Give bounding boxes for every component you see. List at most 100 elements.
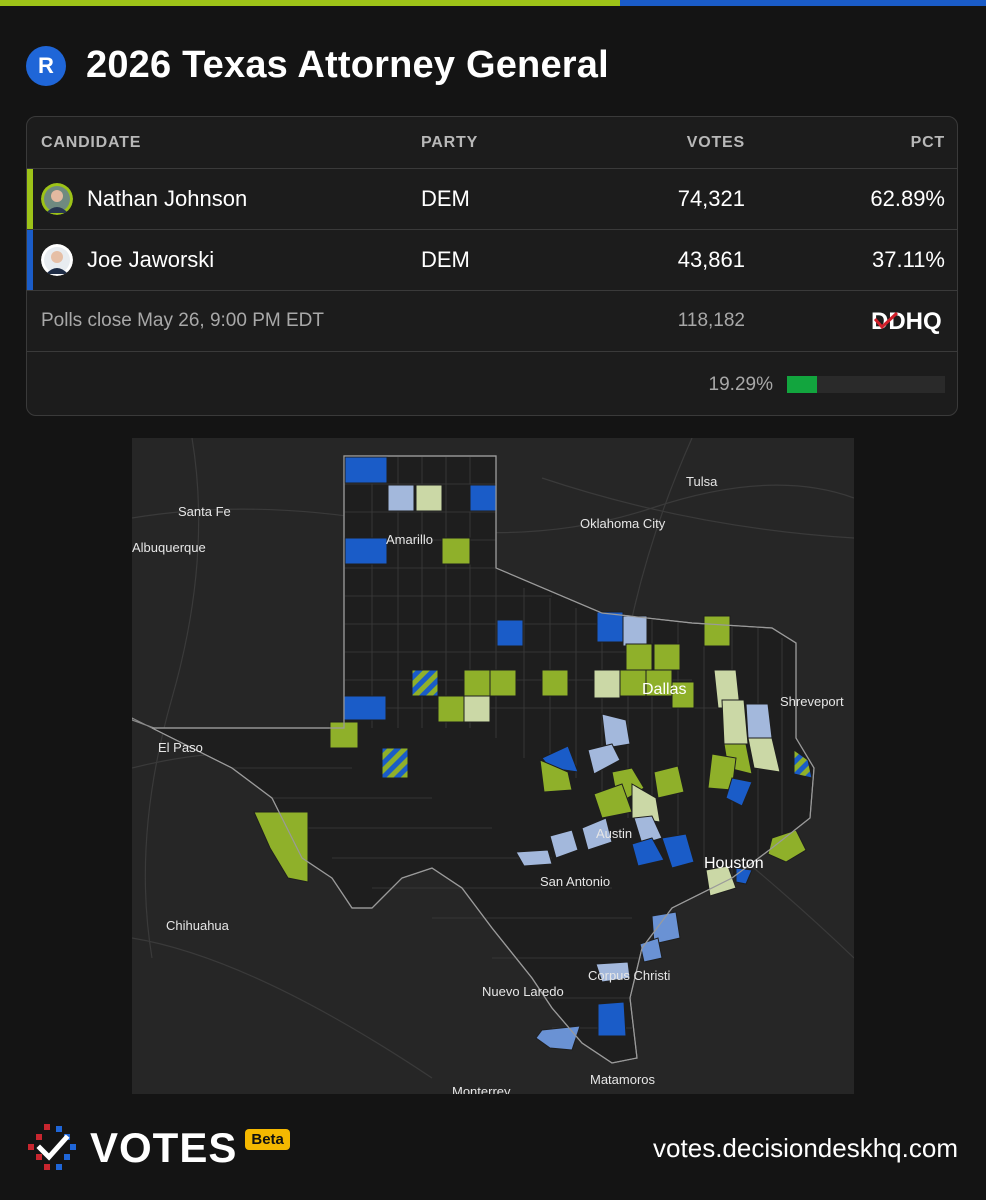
county[interactable]	[661, 833, 695, 869]
county[interactable]	[496, 619, 524, 647]
city-label: Matamoros	[590, 1072, 656, 1087]
footer: VOTES Beta votes.decisiondeskhq.com	[26, 1122, 958, 1174]
county[interactable]	[645, 669, 673, 697]
county[interactable]	[721, 699, 749, 745]
candidate-row[interactable]: Nathan Johnson DEM 74,321 62.89%	[27, 169, 957, 230]
county[interactable]	[653, 643, 681, 671]
candidate-party: DEM	[421, 186, 470, 211]
city-label: Dallas	[642, 681, 686, 698]
county[interactable]	[793, 749, 813, 779]
site-link[interactable]: votes.decisiondeskhq.com	[653, 1132, 958, 1163]
city-label: Santa Fe	[178, 504, 231, 519]
county[interactable]	[343, 695, 387, 721]
county[interactable]	[344, 456, 388, 484]
svg-text:DDHQ: DDHQ	[871, 308, 942, 335]
candidate-pct: 62.89%	[870, 186, 945, 211]
county[interactable]	[653, 765, 685, 799]
ddhq-logo: DDHQ	[871, 291, 945, 351]
county[interactable]	[745, 703, 773, 739]
party-badge: R	[26, 45, 66, 86]
city-label: Monterrey	[452, 1084, 511, 1094]
table-footer: Polls close May 26, 9:00 PM EDT 118,182 …	[27, 291, 957, 352]
county[interactable]	[489, 669, 517, 697]
county[interactable]	[541, 669, 569, 697]
county[interactable]	[539, 759, 573, 793]
county[interactable]	[415, 484, 443, 512]
county[interactable]	[593, 669, 621, 699]
col-votes: VOTES	[686, 133, 745, 151]
county[interactable]	[437, 695, 465, 723]
county[interactable]	[515, 849, 553, 867]
county-results-map[interactable]: Tulsa Santa Fe Oklahoma City Albuquerque…	[132, 438, 854, 1094]
county[interactable]	[549, 829, 579, 859]
county[interactable]	[463, 695, 491, 723]
county-fills	[253, 456, 813, 1051]
candidate-name: Joe Jaworski	[87, 247, 215, 272]
city-label: Amarillo	[386, 532, 433, 547]
col-candidate: CANDIDATE	[41, 133, 142, 151]
city-label: Houston	[704, 855, 764, 872]
race-title: 2026 Texas Attorney General	[86, 44, 609, 86]
top-accent-blue	[620, 0, 986, 6]
county[interactable]	[747, 737, 781, 773]
county[interactable]	[587, 743, 621, 775]
county[interactable]	[535, 1025, 581, 1051]
results-table: CANDIDATE PARTY VOTES PCT Nathan Johnson…	[26, 116, 958, 416]
city-label: San Antonio	[540, 874, 610, 889]
county[interactable]	[631, 783, 661, 823]
votes-brand[interactable]: VOTES Beta	[26, 1122, 290, 1174]
county[interactable]	[705, 865, 737, 897]
reporting-row: 19.29%	[27, 352, 957, 415]
city-label: Oklahoma City	[580, 516, 666, 531]
county[interactable]	[767, 829, 807, 863]
county[interactable]	[703, 615, 731, 647]
county[interactable]	[625, 643, 653, 671]
reporting-progress-fill	[787, 376, 818, 393]
table-header: CANDIDATE PARTY VOTES PCT	[27, 117, 957, 169]
col-pct: PCT	[910, 133, 945, 151]
county[interactable]	[622, 615, 648, 647]
candidate-votes: 43,861	[677, 247, 745, 272]
county[interactable]	[631, 837, 665, 867]
county[interactable]	[581, 817, 613, 851]
candidate-row[interactable]: Joe Jaworski DEM 43,861 37.11%	[27, 230, 957, 291]
county[interactable]	[619, 669, 647, 697]
reporting-progress-bar	[787, 376, 945, 393]
county[interactable]	[411, 669, 439, 697]
county[interactable]	[597, 1001, 627, 1037]
candidate-party: DEM	[421, 247, 470, 272]
city-label: Austin	[596, 826, 632, 841]
county[interactable]	[725, 777, 753, 807]
col-party: PARTY	[421, 133, 479, 151]
county[interactable]	[671, 681, 695, 709]
county[interactable]	[381, 747, 409, 779]
city-label: Albuquerque	[132, 540, 206, 555]
city-label: Nuevo Laredo	[482, 984, 564, 999]
county[interactable]	[601, 713, 631, 749]
race-header: R 2026 Texas Attorney General	[26, 44, 609, 87]
county[interactable]	[595, 961, 631, 983]
county[interactable]	[387, 484, 415, 512]
candidate-name: Nathan Johnson	[87, 186, 248, 211]
candidate-photo-icon	[41, 183, 73, 215]
candidate-photo-icon	[41, 244, 73, 276]
county[interactable]	[463, 669, 491, 697]
county[interactable]	[596, 611, 624, 643]
candidate-color-bar	[27, 230, 33, 290]
county[interactable]	[253, 811, 309, 883]
candidate-votes: 74,321	[677, 186, 745, 211]
reporting-pct: 19.29%	[708, 373, 773, 395]
city-label: Chihuahua	[166, 918, 230, 933]
candidate-pct: 37.11%	[872, 247, 945, 272]
county[interactable]	[344, 537, 388, 565]
city-label: Corpus Christi	[588, 968, 670, 983]
top-accent-green	[0, 0, 620, 6]
city-label: Shreveport	[780, 694, 844, 709]
beta-badge: Beta	[245, 1128, 290, 1150]
votes-logo-icon	[28, 1124, 76, 1170]
total-votes: 118,182	[677, 310, 745, 331]
county[interactable]	[469, 484, 497, 512]
county[interactable]	[441, 537, 471, 565]
polls-close-text: Polls close May 26, 9:00 PM EDT	[41, 310, 324, 331]
top-accent-bar	[0, 0, 986, 6]
